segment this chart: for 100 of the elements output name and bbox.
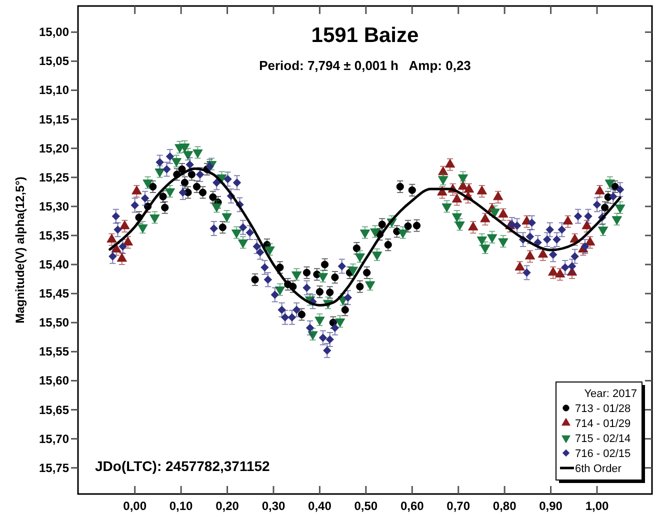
legend-label: 6th Order (575, 463, 622, 475)
point (222, 213, 232, 222)
point (331, 273, 339, 282)
point (316, 288, 324, 296)
point (198, 188, 207, 196)
point (487, 234, 498, 244)
point (442, 203, 452, 212)
point (212, 203, 222, 212)
x-tick-label: 0,20 (216, 499, 240, 513)
point (334, 318, 346, 328)
point (142, 180, 153, 188)
legend-label: 713 - 01/28 (575, 403, 631, 415)
point (238, 239, 248, 248)
point (231, 230, 242, 238)
y-tick-label: 15,65 (38, 402, 70, 417)
point (498, 238, 508, 248)
y-tick-label: 15,00 (38, 25, 70, 40)
point (352, 244, 360, 252)
x-tick-label: 0,00 (123, 499, 147, 513)
point (363, 268, 371, 276)
point (302, 268, 311, 276)
point (378, 220, 386, 228)
point (192, 149, 203, 158)
point (161, 204, 169, 212)
y-tick-label: 15,10 (38, 83, 70, 98)
legend-title: Year: 2017 (584, 388, 637, 400)
point (292, 271, 302, 280)
x-tick-label: 0,30 (262, 499, 286, 513)
x-tick-label: 0,60 (400, 499, 424, 513)
point (480, 244, 490, 254)
text: 1591 Baize (311, 24, 419, 47)
x-tick-label: 0,80 (492, 499, 517, 513)
y-tick-label: 15,05 (38, 54, 70, 68)
point (318, 273, 328, 282)
point (341, 306, 349, 314)
point (356, 282, 364, 290)
y-tick-label: 15,20 (38, 141, 70, 156)
legend-label: 714 - 01/29 (575, 418, 631, 430)
point (408, 186, 416, 194)
x-tick-label: 0,50 (354, 499, 378, 513)
y-tick-label: 15,55 (38, 344, 70, 359)
x-tick-label: 0,90 (539, 499, 563, 513)
x-tick-label: 0,70 (446, 499, 470, 513)
point (412, 222, 421, 230)
point (314, 316, 325, 326)
point (164, 188, 176, 198)
y-tick-label: 15,45 (38, 286, 70, 301)
point (384, 240, 392, 249)
point (180, 144, 190, 152)
point (154, 168, 165, 178)
point (149, 182, 157, 190)
point (178, 165, 186, 174)
point (454, 221, 465, 230)
point (612, 216, 622, 226)
y-tick-label: 15,35 (38, 228, 70, 242)
point (274, 286, 286, 296)
point (182, 151, 194, 160)
y-tick-label: 15,25 (38, 170, 70, 184)
point (370, 228, 380, 238)
point (490, 208, 500, 218)
point (150, 214, 160, 224)
x-tick-label: 0,40 (308, 499, 332, 513)
point (276, 264, 284, 272)
point (452, 213, 462, 222)
text: Period: 7,794 ± 0,001 h Amp: 0,23 (259, 58, 471, 73)
point (598, 226, 608, 236)
point (159, 192, 167, 200)
y-tick-label: 15,75 (38, 460, 70, 475)
point (354, 253, 365, 262)
point (604, 180, 615, 188)
point (192, 182, 201, 190)
point (251, 276, 259, 284)
point (615, 204, 626, 214)
point (458, 174, 468, 184)
point (438, 176, 448, 185)
y-axis-title: Magnitude(V) alpha(12,5°) (13, 176, 27, 324)
point (348, 266, 358, 276)
point (209, 193, 217, 201)
point (398, 230, 408, 238)
y-tick-label: 15,30 (38, 199, 70, 214)
point (180, 178, 189, 186)
y-tick-label: 15,60 (38, 374, 70, 388)
legend-label: 716 - 02/15 (575, 448, 631, 460)
point (218, 224, 226, 232)
annotation: JDo(LTC): 2457782,371152 (95, 458, 270, 474)
x-tick-label: 0,10 (169, 499, 194, 513)
point (188, 170, 196, 178)
y-tick-label: 15,50 (38, 316, 70, 330)
y-tick-label: 15,40 (38, 258, 70, 272)
x-tick-label: 1,00 (585, 499, 610, 513)
y-tick-label: 15,15 (38, 112, 70, 126)
point (326, 288, 334, 296)
point (320, 260, 329, 268)
y-tick-label: 15,70 (38, 432, 70, 446)
point (360, 230, 370, 238)
point (308, 331, 318, 340)
point (601, 204, 609, 212)
point (138, 224, 148, 234)
point (171, 158, 182, 167)
point (365, 281, 376, 290)
